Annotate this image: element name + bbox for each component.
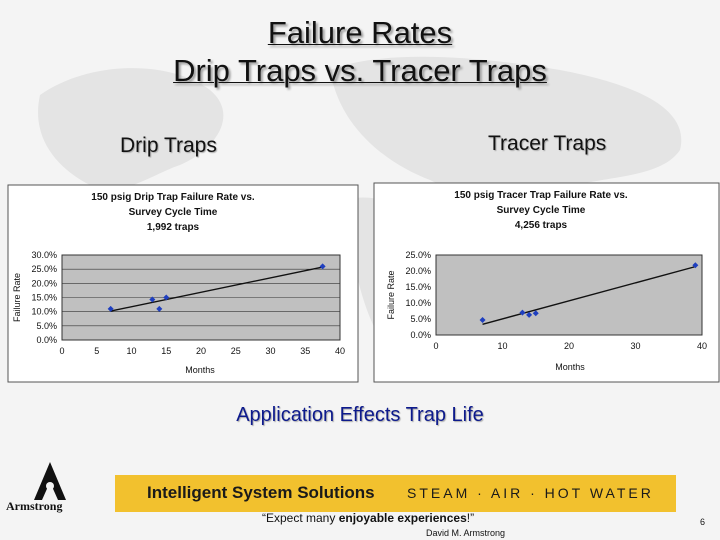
- y-axis-label: Failure Rate: [386, 270, 396, 319]
- x-axis-label: Months: [555, 362, 585, 372]
- chart-title-line: 4,256 traps: [515, 220, 568, 231]
- y-tick-label: 25.0%: [31, 264, 57, 274]
- x-tick-label: 0: [433, 341, 438, 351]
- brand-banner: Intelligent System Solutions STEAM · AIR…: [115, 475, 676, 512]
- y-axis-label: Failure Rate: [12, 273, 22, 322]
- data-point: [526, 311, 533, 318]
- quote-suffix: !”: [466, 511, 475, 525]
- application-effects-heading: Application Effects Trap Life: [236, 404, 484, 426]
- data-point: [149, 296, 156, 303]
- logo-wordmark: Armstrong: [6, 499, 63, 513]
- title-line-2: Drip Traps vs. Tracer Traps: [173, 53, 547, 88]
- x-tick-label: 20: [564, 341, 574, 351]
- y-tick-label: 10.0%: [405, 298, 431, 308]
- banner-tagline: Intelligent System Solutions: [147, 483, 375, 502]
- data-point: [692, 262, 699, 269]
- chart-title-line: Survey Cycle Time: [129, 207, 218, 218]
- x-tick-label: 10: [126, 346, 136, 356]
- x-tick-label: 40: [697, 341, 707, 351]
- y-tick-label: 15.0%: [31, 293, 57, 303]
- data-point: [107, 305, 114, 312]
- x-axis-label: Months: [185, 365, 215, 375]
- data-point: [319, 263, 326, 270]
- quote-bold: enjoyable experiences: [338, 511, 467, 525]
- x-tick-label: 30: [630, 341, 640, 351]
- armstrong-logo: [34, 462, 66, 500]
- y-tick-label: 20.0%: [405, 266, 431, 276]
- x-tick-label: 40: [335, 346, 345, 356]
- y-tick-label: 5.0%: [36, 321, 57, 331]
- y-tick-label: 5.0%: [410, 314, 431, 324]
- data-point: [156, 305, 163, 312]
- y-tick-label: 0.0%: [410, 330, 431, 340]
- y-tick-label: 30.0%: [31, 250, 57, 260]
- data-point: [163, 294, 170, 301]
- x-tick-label: 25: [231, 346, 241, 356]
- y-tick-label: 25.0%: [405, 250, 431, 260]
- page-number: 6: [700, 517, 706, 527]
- y-tick-label: 15.0%: [405, 282, 431, 292]
- plot-area: [435, 254, 703, 336]
- slogan-quote: “Expect many enjoyable experiences!”: [262, 511, 474, 525]
- x-tick-label: 0: [59, 346, 64, 356]
- title-line-1: Failure Rates: [267, 15, 453, 50]
- drip-traps-heading: Drip Traps: [120, 134, 217, 157]
- chart-title-line: 150 psig Drip Trap Failure Rate vs.: [91, 192, 255, 203]
- slide-title: Failure Rates Drip Traps vs. Tracer Trap…: [0, 14, 720, 90]
- banner-services: STEAM · AIR · HOT WATER: [407, 485, 654, 501]
- x-tick-label: 15: [161, 346, 171, 356]
- tracer-traps-heading: Tracer Traps: [488, 132, 607, 155]
- y-tick-label: 20.0%: [31, 278, 57, 288]
- trendline: [110, 266, 323, 312]
- chart-title-line: 1,992 traps: [147, 222, 200, 233]
- chart-title-line: Survey Cycle Time: [497, 205, 586, 216]
- x-tick-label: 20: [196, 346, 206, 356]
- data-point: [532, 310, 539, 317]
- chart-title-line: 150 psig Tracer Trap Failure Rate vs.: [454, 190, 628, 201]
- data-point: [479, 316, 486, 323]
- y-tick-label: 0.0%: [36, 335, 57, 345]
- data-point: [519, 309, 526, 316]
- quote-author: David M. Armstrong: [426, 528, 506, 538]
- y-tick-label: 10.0%: [31, 307, 57, 317]
- quote-prefix: “Expect many: [262, 511, 339, 525]
- x-tick-label: 10: [497, 341, 507, 351]
- trendline: [482, 265, 696, 325]
- x-tick-label: 35: [300, 346, 310, 356]
- x-tick-label: 5: [94, 346, 99, 356]
- x-tick-label: 30: [265, 346, 275, 356]
